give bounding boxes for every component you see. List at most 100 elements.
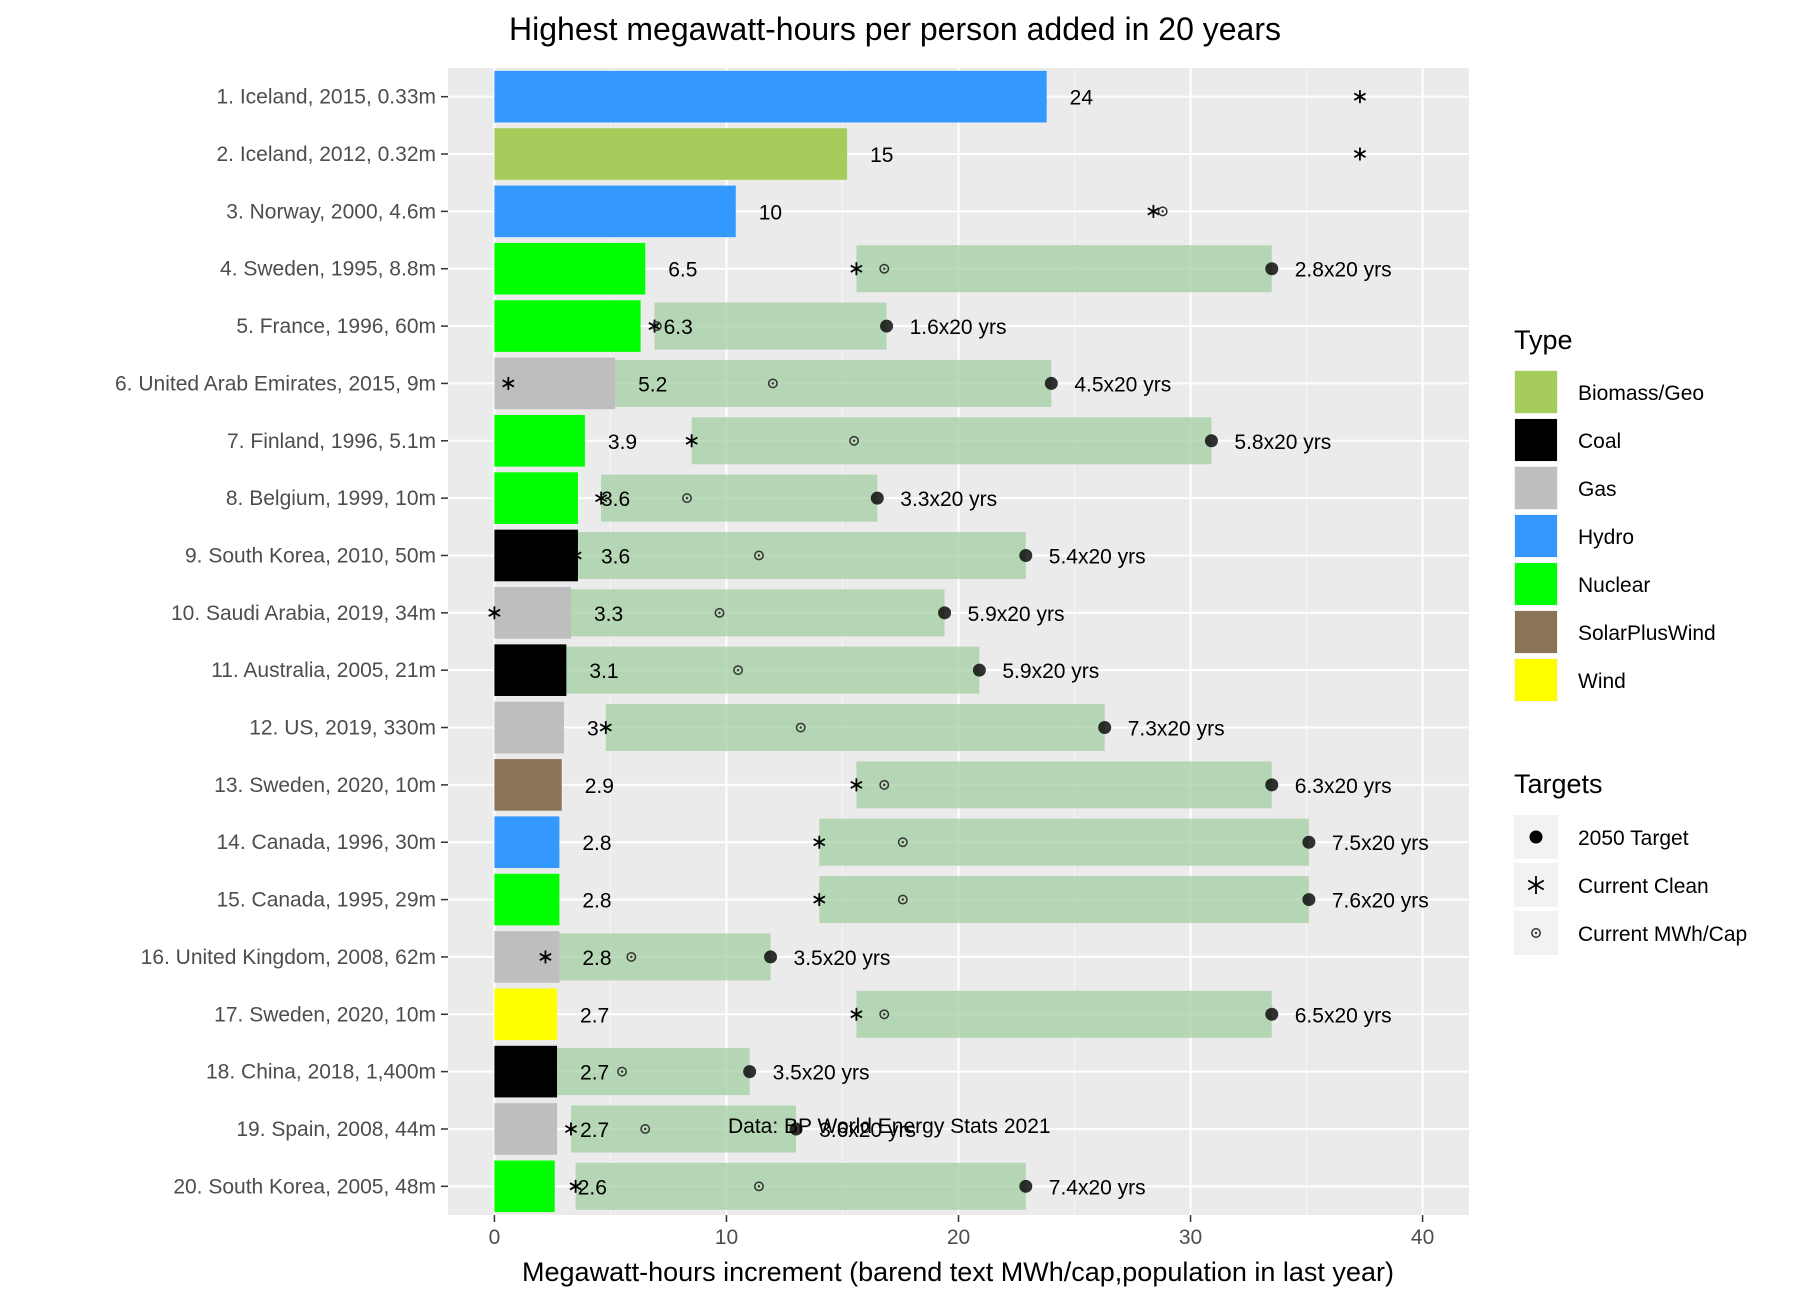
bar	[494, 128, 848, 180]
x-tick-label: 20	[947, 1226, 970, 1249]
current-clean-marker	[569, 1179, 582, 1193]
current-clean-marker	[595, 491, 608, 505]
bar	[494, 529, 578, 582]
bar	[494, 587, 571, 639]
legend-clean-symbol	[1527, 876, 1545, 894]
current-clean-marker	[850, 262, 863, 276]
current-mwh-marker	[753, 550, 764, 561]
source-annotation: Data: BP World Energy Stats 2021	[728, 1115, 1051, 1138]
target-label: 7.5x20 yrs	[1332, 832, 1429, 855]
current-mwh-marker	[626, 951, 637, 962]
y-tick-label: 9. South Korea, 2010, 50m	[185, 544, 436, 567]
bar-value-label: 2.7	[580, 1062, 609, 1085]
current-clean-marker	[1147, 204, 1160, 218]
target-2050-marker	[789, 1122, 803, 1136]
bar-value-label: 3.6	[601, 545, 630, 568]
current-clean-marker	[569, 548, 582, 562]
bar-value-label: 6.3	[664, 316, 693, 339]
current-mwh-marker	[879, 1009, 890, 1020]
bar-value-label: 3.9	[608, 431, 637, 454]
target-label: 3.5x20 yrs	[773, 1062, 870, 1085]
target-2050-marker	[764, 950, 778, 964]
bar	[494, 357, 616, 410]
bar	[494, 759, 562, 811]
target-label: 5.8x20 yrs	[1234, 431, 1331, 454]
current-mwh-marker	[767, 378, 778, 389]
x-tick-label: 40	[1411, 1226, 1434, 1249]
legend-label: Wind	[1578, 670, 1626, 693]
bar	[494, 414, 585, 467]
target-2050-marker	[972, 663, 986, 677]
current-clean-marker	[850, 1007, 863, 1021]
current-clean-marker	[813, 893, 826, 907]
type-legend-title: Type	[1514, 325, 1573, 355]
legend-label: SolarPlusWind	[1578, 622, 1716, 645]
y-tick-label: 13. Sweden, 2020, 10m	[214, 774, 436, 797]
target-label: 3.3x20 yrs	[900, 488, 997, 511]
y-tick-label: 3. Norway, 2000, 4.6m	[226, 200, 436, 223]
legend-label: Biomass/Geo	[1578, 382, 1704, 405]
bar-value-label: 3.3	[594, 603, 623, 626]
target-band	[856, 245, 1272, 293]
legend-label: 2050 Target	[1578, 827, 1689, 850]
legend-swatch	[1515, 371, 1557, 413]
current-mwh-marker	[879, 263, 890, 274]
target-label: 2.8x20 yrs	[1295, 259, 1392, 282]
y-tick-label: 4. Sweden, 1995, 8.8m	[220, 258, 436, 281]
bar	[494, 70, 1047, 123]
x-tick-label: 10	[715, 1226, 738, 1249]
y-tick-label: 7. Finland, 1996, 5.1m	[227, 430, 436, 453]
target-2050-marker	[938, 606, 952, 620]
current-mwh-marker	[753, 1181, 764, 1192]
bar	[494, 1160, 555, 1213]
bar	[494, 472, 578, 524]
current-clean-marker	[544, 663, 557, 677]
current-clean-marker	[527, 1065, 540, 1079]
y-tick-label: 16. United Kingdom, 2008, 62m	[141, 946, 436, 969]
target-2050-marker	[880, 319, 894, 333]
x-tick-label: 30	[1179, 1226, 1202, 1249]
bar	[494, 873, 560, 926]
target-label: 6.3x20 yrs	[1295, 775, 1392, 798]
current-clean-marker	[1353, 90, 1367, 104]
target-2050-marker	[1265, 262, 1279, 276]
target-band	[575, 531, 1026, 579]
current-mwh-marker	[640, 1124, 651, 1134]
target-band	[601, 474, 878, 522]
y-tick-label: 2. Iceland, 2012, 0.32m	[217, 143, 437, 166]
current-mwh-marker	[849, 435, 860, 446]
bar	[494, 1045, 558, 1098]
legend-swatch	[1515, 563, 1557, 605]
legend-swatch	[1515, 467, 1557, 509]
bar-value-label: 2.8	[582, 947, 611, 970]
legend-target-symbol	[1529, 830, 1543, 844]
target-2050-marker	[1019, 548, 1033, 562]
target-band	[819, 876, 1309, 924]
y-tick-label: 10. Saudi Arabia, 2019, 34m	[171, 602, 436, 625]
current-clean-marker	[850, 778, 863, 792]
y-tick-label: 5. France, 1996, 60m	[236, 315, 436, 338]
y-tick-label: 17. Sweden, 2020, 10m	[214, 1003, 436, 1026]
bar	[494, 701, 565, 754]
target-2050-marker	[1265, 778, 1279, 792]
current-clean-marker	[564, 1122, 578, 1136]
target-band	[856, 990, 1272, 1038]
target-label: 3.6x20 yrs	[819, 1119, 916, 1142]
y-tick-label: 1. Iceland, 2015, 0.33m	[217, 86, 437, 109]
current-mwh-marker	[795, 722, 806, 733]
current-clean-marker	[1353, 147, 1367, 161]
x-axis-title: Megawatt-hours increment (barend text MW…	[522, 1257, 1394, 1287]
target-label: 6.5x20 yrs	[1295, 1004, 1392, 1027]
y-tick-label: 12. US, 2019, 330m	[249, 717, 436, 740]
target-label: 4.5x20 yrs	[1074, 373, 1171, 396]
target-band	[575, 1162, 1026, 1210]
bar	[494, 300, 641, 352]
current-mwh-marker	[733, 665, 744, 676]
current-clean-marker	[488, 606, 501, 620]
legend-mwh-symbol	[1531, 928, 1541, 938]
y-tick-label: 15. Canada, 1995, 29m	[217, 889, 437, 912]
x-tick-label: 0	[489, 1226, 501, 1249]
targets-legend-title: Targets	[1514, 769, 1603, 799]
target-label: 5.4x20 yrs	[1049, 545, 1146, 568]
